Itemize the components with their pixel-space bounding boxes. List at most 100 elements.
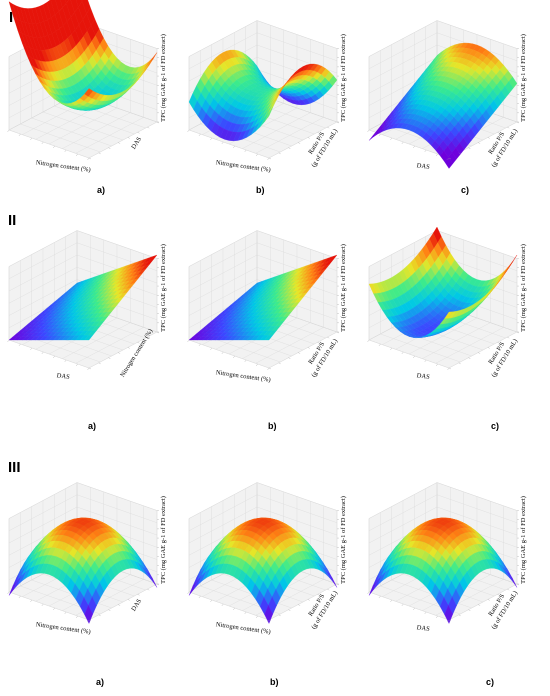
surface [368, 42, 518, 169]
panel-label: b) [270, 677, 279, 687]
y-tick [268, 367, 272, 370]
surface-patch [444, 311, 454, 319]
x-tick [367, 129, 370, 133]
x-axis-label: DAS [416, 624, 430, 633]
grid-line [268, 583, 338, 621]
y-tick [118, 352, 121, 354]
plot-area [367, 20, 520, 169]
y-tick [278, 614, 281, 616]
surface-patch [444, 156, 453, 169]
z-axis-label: TPC (mg GAE g-1 of FD extract) [520, 244, 527, 332]
x-tick [87, 367, 90, 371]
x-axis-label: Nitrogen content (%) [215, 369, 271, 384]
surface [8, 0, 158, 111]
plot-area [7, 0, 160, 161]
y-tick [468, 609, 471, 611]
panel-label: c) [491, 421, 500, 431]
x-tick [435, 363, 438, 367]
y-tick [156, 583, 160, 586]
y-tick [298, 352, 301, 354]
grid-line [448, 583, 518, 621]
x-tick [187, 129, 190, 133]
x-tick [367, 591, 370, 595]
panel-label: b) [268, 421, 277, 431]
chart-panel-iii-c: DAS Ratio P/S (g of FD/10 mL) TPC (mg GAE g… [365, 480, 535, 660]
x-axis-label: DAS [56, 372, 70, 381]
y-tick [278, 152, 281, 154]
x-tick [30, 137, 32, 141]
x-tick [233, 355, 235, 359]
panel-label: a) [88, 421, 97, 431]
x-tick [87, 157, 90, 161]
y-tick [307, 347, 310, 349]
panel-label: a) [96, 677, 105, 687]
z-axis-label: TPC (mg GAE g-1 of FD extract) [160, 496, 167, 584]
y-tick [516, 583, 520, 586]
y-tick [327, 337, 330, 339]
surface [188, 517, 338, 624]
y-tick [147, 337, 150, 339]
y-tick [268, 157, 272, 160]
x-tick [255, 153, 258, 157]
x-tick [390, 347, 392, 351]
grid-line [88, 583, 158, 621]
x-tick [187, 591, 190, 595]
y-tick [478, 352, 481, 354]
y-tick [317, 132, 320, 134]
y-tick [268, 619, 272, 622]
surface-patch [264, 604, 273, 624]
y-tick [137, 132, 140, 134]
surface-patch [84, 335, 94, 341]
surface [8, 517, 158, 624]
grid-line [268, 121, 338, 159]
surface [188, 254, 338, 341]
y-tick [127, 347, 130, 349]
z-axis-label: TPC (mg GAE g-1 of FD extract) [520, 34, 527, 122]
x-tick [64, 149, 67, 153]
x-axis-label: Nitrogen content (%) [215, 621, 271, 636]
x-tick [210, 599, 212, 603]
y-tick [336, 583, 340, 586]
x-tick [244, 359, 247, 363]
x-tick [255, 363, 258, 367]
x-tick [75, 153, 78, 157]
y-tick [507, 589, 510, 591]
x-tick [221, 351, 224, 355]
x-tick [367, 339, 370, 343]
y-tick [98, 362, 101, 364]
x-tick [53, 607, 55, 611]
y-tick [127, 599, 130, 601]
x-tick [413, 145, 415, 149]
y-tick [118, 142, 121, 144]
grid-line [448, 331, 518, 369]
y-tick [288, 147, 291, 149]
y-tick [156, 121, 160, 124]
surface-patch [444, 604, 453, 624]
chart-panel-i-a: Nitrogen content (%) DAS TPC (mg GAE g-1 o… [5, 0, 175, 198]
surface-patch [264, 107, 273, 122]
section-label-i: I [9, 9, 14, 26]
plot-area [187, 230, 340, 371]
y-tick [98, 152, 101, 154]
z-axis-label: TPC (mg GAE g-1 of FD extract) [160, 244, 167, 332]
y-tick [137, 342, 140, 344]
y-tick [497, 594, 500, 596]
y-tick [458, 152, 461, 154]
y-tick [478, 604, 481, 606]
chart-panel-ii-c: DAS Ratio P/S (g of FD/10 mL) TPC (mg GAE g… [365, 226, 535, 408]
y-tick [507, 127, 510, 129]
x-tick [413, 355, 415, 359]
y-tick [88, 619, 92, 622]
x-tick [267, 619, 270, 623]
plot-area [187, 20, 340, 161]
y-tick [516, 331, 520, 334]
y-tick [118, 604, 121, 606]
surface-patch [264, 335, 274, 341]
y-tick [147, 589, 150, 591]
x-tick [413, 607, 415, 611]
x-tick [233, 145, 235, 149]
surface-plot: Nitrogen content (%) DAS TPC (mg GAE g-1 o… [7, 0, 167, 174]
plot-area [7, 482, 160, 624]
surface [188, 49, 338, 142]
